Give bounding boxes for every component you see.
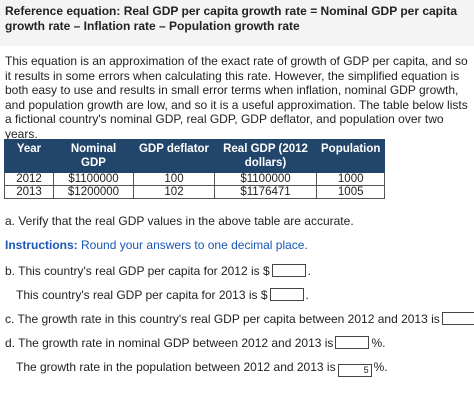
table-cell: 1000 — [315, 172, 386, 186]
table-cell: 2012 — [4, 172, 54, 186]
column-header: Nominal GDP — [53, 139, 134, 173]
table-cell: $1100000 — [214, 172, 317, 186]
question: d. The growth rate in nominal GDP betwee… — [5, 336, 385, 350]
answer-input[interactable] — [335, 336, 370, 349]
answer-input[interactable] — [269, 288, 304, 301]
question-text: d. The growth rate in nominal GDP betwee… — [5, 336, 334, 350]
answer-input[interactable] — [271, 264, 306, 277]
header-band — [0, 0, 474, 46]
table-row: 2013 $1200000 102 $1176471 1005 — [4, 185, 386, 199]
question-text: The growth rate in the population betwee… — [16, 360, 336, 374]
question-a: a. Verify that the real GDP values in th… — [5, 214, 354, 228]
question: c. The growth rate in this country's rea… — [5, 312, 474, 326]
header-row: Year Nominal GDP GDP deflator Real GDP (201… — [4, 139, 386, 173]
question-text: c. The growth rate in this country's rea… — [5, 312, 440, 326]
table-cell: 1005 — [315, 185, 386, 199]
table-cell: $1176471 — [214, 185, 317, 199]
instructions: Instructions: Round your answers to one … — [5, 238, 308, 252]
instructions-label: Instructions: — [5, 238, 78, 252]
column-header: Year — [4, 139, 54, 173]
answer-input[interactable]: 5 — [337, 364, 372, 377]
question: b. This country's real GDP per capita fo… — [5, 264, 311, 278]
question-text: b. This country's real GDP per capita fo… — [5, 264, 270, 278]
intro-text: This equation is an approximation of the… — [5, 54, 468, 141]
question-text: This country's real GDP per capita for 2… — [16, 288, 268, 302]
question: The growth rate in the population betwee… — [16, 360, 388, 377]
column-header: Real GDP (2012 dollars) — [214, 139, 317, 173]
table-row: 2012 $1100000 100 $1100000 1000 — [4, 172, 386, 186]
question: This country's real GDP per capita for 2… — [16, 288, 309, 302]
question-suffix: %. — [373, 360, 388, 374]
data-table: Year Nominal GDP GDP deflator Real GDP (201… — [4, 139, 386, 199]
table-cell: 102 — [133, 185, 215, 199]
instructions-text: Round your answers to one decimal place. — [81, 238, 308, 252]
table-cell: 2013 — [4, 185, 54, 199]
question-suffix: . — [307, 264, 311, 278]
column-header: Population — [315, 139, 386, 173]
title: Reference equation: Real GDP per capita … — [5, 4, 458, 33]
question-suffix: . — [305, 288, 309, 302]
table-cell: 100 — [133, 172, 215, 186]
answer-input[interactable] — [441, 312, 474, 325]
question-suffix: %. — [371, 336, 386, 350]
table-cell: $1100000 — [53, 172, 134, 186]
table-cell: $1200000 — [53, 185, 134, 199]
column-header: GDP deflator — [133, 139, 215, 173]
